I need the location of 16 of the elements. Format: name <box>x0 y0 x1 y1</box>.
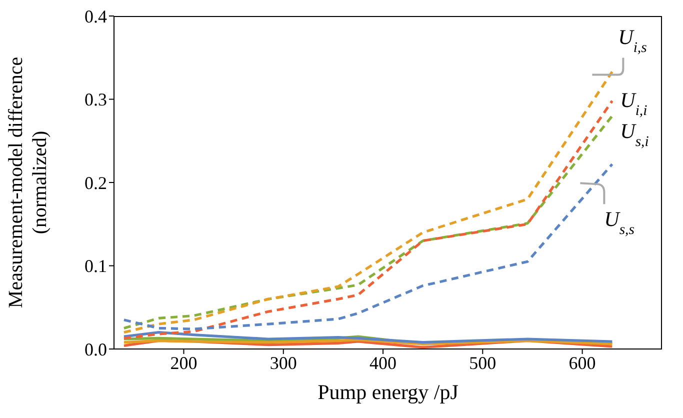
series-label: U$_{s,s}$ <box>604 207 635 238</box>
y-axis-title: Measurement-model difference (normalized) <box>5 56 51 308</box>
y-tick-label: 0.0 <box>84 339 107 360</box>
series-label: U$_{i,i}$ <box>620 88 648 119</box>
x-tick-label: 200 <box>170 352 198 373</box>
x-axis-title: Pump energy /pJ <box>318 380 458 404</box>
y-tick-label: 0.4 <box>84 6 107 26</box>
x-tick-label: 600 <box>568 352 596 373</box>
y-tick-label: 0.3 <box>84 90 107 110</box>
series-label: U$_{i,s}$ <box>618 24 648 56</box>
x-tick-label: 500 <box>469 352 496 373</box>
x-tick-label: 400 <box>370 352 397 373</box>
x-tick-label: 300 <box>270 352 297 373</box>
series-label: U$_{s,i}$ <box>620 118 649 150</box>
y-tick-label: 0.1 <box>84 256 107 276</box>
y-tick-label: 0.2 <box>84 172 107 193</box>
